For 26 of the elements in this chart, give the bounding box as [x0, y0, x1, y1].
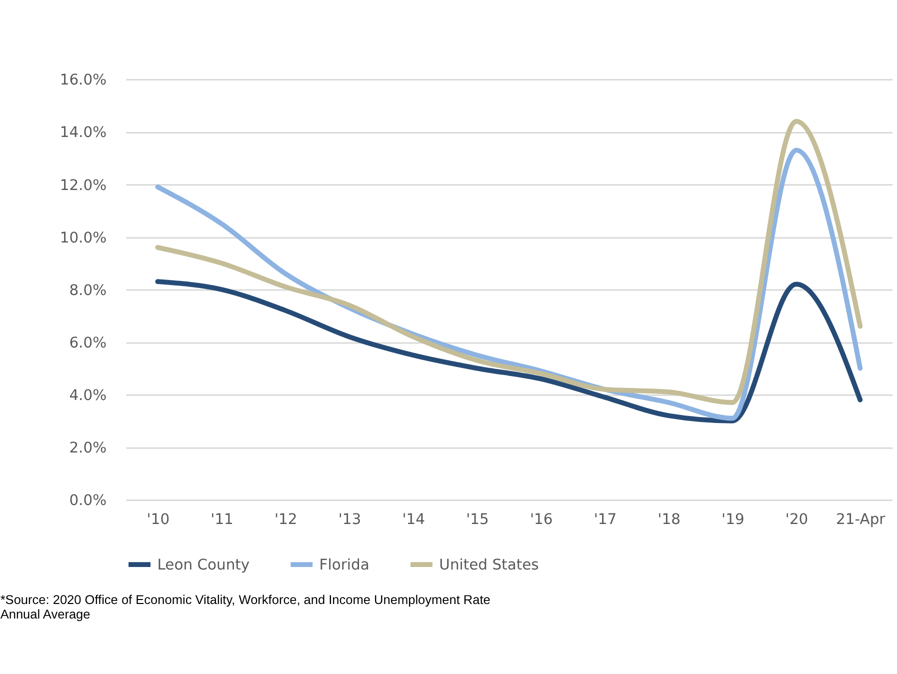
y-tick-label: 0.0%: [69, 492, 107, 510]
legend-label: Florida: [319, 556, 370, 574]
x-tick-label: '15: [466, 510, 489, 528]
x-tick-label: '11: [210, 510, 234, 528]
y-tick-label: 12.0%: [60, 176, 107, 194]
x-tick-label: '18: [658, 510, 680, 528]
x-tick-label: '16: [530, 510, 553, 528]
y-tick-label: 8.0%: [69, 282, 107, 299]
x-tick-label: '12: [274, 510, 298, 528]
x-tick-label: '14: [402, 510, 426, 528]
y-tick-label: 4.0%: [69, 387, 107, 404]
x-tick-label: '19: [722, 510, 744, 528]
x-tick-label: '10: [146, 510, 170, 528]
y-tick-label: 6.0%: [69, 334, 107, 352]
y-tick-label: 2.0%: [69, 440, 107, 457]
x-tick-label: '20: [785, 510, 808, 528]
legend-label: Leon County: [157, 556, 250, 574]
x-tick-label: '17: [594, 510, 617, 528]
x-tick-label: 21-Apr: [836, 510, 886, 528]
legend-label: United States: [439, 556, 539, 574]
line-series: [155, 279, 863, 424]
x-tick-label: '13: [338, 510, 362, 528]
text: *Source: 2020 Office of Economic Vitality, Workforce, and Income Unemployment Rate Annual Average: [0, 592, 490, 622]
y-tick-label: 16.0%: [60, 72, 107, 89]
y-tick-label: 14.0%: [60, 124, 107, 142]
y-tick-label: 10.0%: [60, 229, 107, 246]
